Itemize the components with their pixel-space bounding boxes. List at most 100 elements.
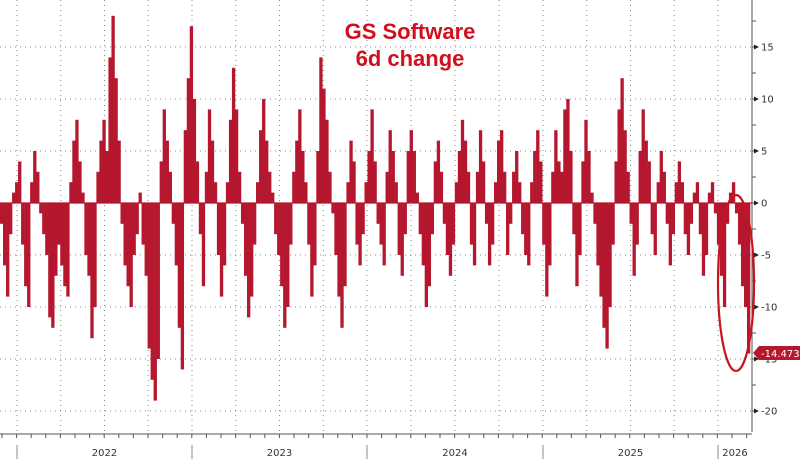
bar	[533, 151, 537, 203]
x-year-label: 2023	[267, 448, 292, 459]
bar	[424, 203, 429, 307]
bar	[105, 151, 109, 203]
bar	[364, 182, 368, 203]
bar	[277, 203, 281, 255]
bar	[698, 203, 703, 235]
bar	[662, 171, 666, 203]
bar	[259, 130, 263, 203]
bar	[222, 203, 227, 266]
bar	[36, 171, 40, 203]
bar	[716, 203, 721, 245]
bar	[123, 203, 127, 266]
bar	[653, 203, 657, 255]
bar	[668, 203, 672, 266]
y-tick-marker	[754, 408, 759, 414]
bar	[608, 203, 612, 307]
bar	[60, 203, 64, 266]
bar	[216, 203, 221, 255]
bar	[153, 203, 157, 401]
bar	[21, 203, 25, 245]
bar	[620, 78, 624, 203]
bar	[400, 203, 404, 276]
bar	[584, 119, 588, 203]
bar	[198, 203, 203, 235]
bar	[204, 171, 209, 203]
bars	[0, 15, 752, 401]
bar	[554, 130, 558, 203]
bar	[243, 203, 248, 276]
bar	[671, 203, 675, 235]
last-value-text: -14.4733	[761, 349, 800, 360]
bar	[430, 203, 435, 235]
y-tick-label: 15	[761, 43, 774, 54]
last-value-badge: -14.4733	[753, 346, 800, 360]
bar	[93, 203, 97, 307]
bar	[391, 151, 395, 203]
bar	[569, 151, 573, 203]
y-tick-label: -5	[761, 251, 771, 262]
bar	[234, 109, 239, 203]
bar	[177, 203, 182, 328]
bar	[54, 203, 58, 276]
bar	[81, 192, 85, 203]
bar	[42, 203, 46, 235]
bar	[6, 203, 10, 297]
bar	[512, 171, 516, 203]
bar	[686, 203, 691, 255]
bar	[358, 203, 362, 266]
bar	[478, 130, 483, 203]
bar	[695, 182, 700, 203]
bar	[403, 203, 407, 235]
bar	[228, 119, 233, 203]
bar	[99, 140, 103, 203]
bar	[45, 203, 49, 255]
bar	[394, 182, 398, 203]
chart-title: GS Software 6d change	[300, 18, 520, 72]
bar	[397, 203, 401, 255]
y-tick-marker	[754, 200, 759, 206]
bar	[650, 203, 654, 235]
bar	[436, 140, 441, 203]
bar	[578, 203, 582, 255]
bar	[412, 151, 416, 203]
bar	[493, 182, 498, 203]
bar	[463, 140, 468, 203]
bar	[496, 140, 501, 203]
bar	[490, 203, 495, 245]
bar	[439, 171, 444, 203]
bar	[108, 57, 112, 204]
bar	[743, 203, 748, 307]
bar	[69, 182, 73, 203]
bar	[102, 119, 106, 203]
bar	[168, 171, 172, 203]
bar	[722, 203, 727, 307]
bar	[737, 203, 742, 245]
bar	[707, 192, 712, 203]
bar	[328, 171, 332, 203]
bar	[114, 78, 118, 203]
bar	[575, 203, 579, 287]
bar	[129, 203, 133, 307]
bar	[48, 203, 52, 318]
bar	[442, 203, 447, 224]
y-tick-label: -10	[761, 303, 777, 314]
bar	[617, 109, 621, 203]
bar	[421, 203, 425, 266]
bar	[271, 192, 275, 203]
bar	[213, 182, 218, 203]
bar	[515, 151, 519, 203]
bar	[593, 203, 597, 224]
bar	[677, 161, 682, 203]
bar	[563, 109, 567, 203]
bar	[307, 203, 311, 245]
bar	[240, 203, 245, 224]
bar	[503, 171, 507, 203]
bar	[587, 151, 591, 203]
bar	[298, 109, 302, 203]
bar	[250, 203, 254, 297]
bar	[527, 203, 531, 266]
bar	[141, 203, 145, 245]
bar	[572, 203, 576, 235]
bar	[246, 203, 251, 318]
